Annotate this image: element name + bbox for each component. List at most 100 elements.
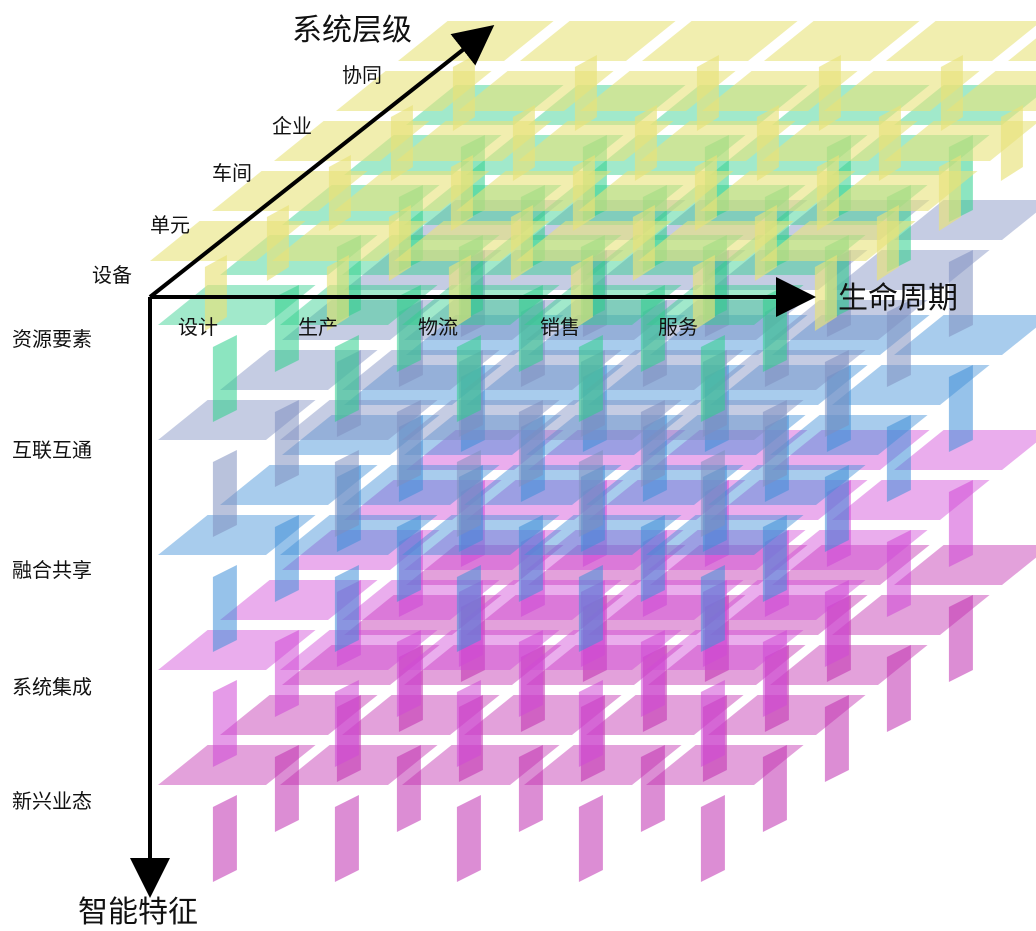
system-level-label-unit: 单元 [150, 213, 190, 237]
lifecycle-label-service: 服务 [658, 315, 698, 339]
feature-slab [708, 580, 866, 620]
feature-slab [402, 745, 560, 785]
lifecycle-label-production: 生产 [298, 315, 338, 339]
feature-fin [762, 515, 787, 602]
feature-fin [700, 450, 725, 537]
system-level-slab [886, 21, 1036, 61]
system-level-fin [814, 255, 837, 331]
feature-fin [274, 745, 299, 832]
system-level-slab [396, 121, 552, 161]
feature-fin [762, 630, 787, 717]
feature-slab [158, 515, 316, 555]
feature-fin [886, 415, 911, 502]
feature-fin [456, 795, 481, 882]
feature-fin [948, 365, 973, 452]
feature-slab [158, 400, 316, 440]
system-level-fin [570, 255, 593, 331]
feature-fin [212, 450, 237, 537]
feature-fin [212, 680, 237, 767]
feature-slab [708, 695, 866, 735]
system-level-slab [760, 221, 916, 261]
feature-slab [402, 630, 560, 670]
feature-fin [518, 515, 543, 602]
feature-slab [280, 400, 438, 440]
feature-fin [334, 795, 359, 882]
feature-fin [640, 630, 665, 717]
system-level-label-collaboration: 协同 [342, 63, 382, 87]
feature-label-interconnect: 互联互通 [12, 438, 92, 462]
feature-fin [396, 400, 421, 487]
feature-slab [894, 200, 1036, 240]
feature-slab [646, 630, 804, 670]
feature-fin [824, 580, 849, 667]
system-level-slab [518, 121, 674, 161]
feature-fin [456, 680, 481, 767]
feature-slab [832, 480, 990, 520]
system-level-slab [516, 221, 672, 261]
system-level-slab [458, 71, 614, 111]
system-level-slab [642, 21, 798, 61]
feature-slab [402, 515, 560, 555]
feature-fin [886, 300, 911, 387]
feature-fin [274, 515, 299, 602]
feature-slab [894, 430, 1036, 470]
feature-slab [402, 400, 560, 440]
feature-fin [334, 335, 359, 422]
feature-fin [640, 745, 665, 832]
system-level-slab [884, 121, 1036, 161]
system-level-slab [334, 171, 490, 211]
feature-slab [832, 595, 990, 635]
feature-fin [456, 565, 481, 652]
feature-fin [212, 795, 237, 882]
feature-fin [948, 480, 973, 567]
feature-fin [396, 745, 421, 832]
system-level-fin [692, 255, 715, 331]
feature-fin [700, 680, 725, 767]
feature-fin [762, 745, 787, 832]
system-level-slab [150, 221, 306, 261]
feature-fin [274, 400, 299, 487]
feature-fin [640, 285, 665, 372]
system-level-slab [638, 221, 794, 261]
system-level-fin [448, 255, 471, 331]
feature-fin [824, 695, 849, 782]
feature-fin [456, 450, 481, 537]
feature-slab [280, 745, 438, 785]
lifecycle-label-design: 设计 [178, 315, 218, 339]
cube-blocks [150, 21, 1036, 882]
feature-fin [212, 565, 237, 652]
feature-fin [396, 515, 421, 602]
feature-slab [708, 465, 866, 505]
feature-fin [396, 630, 421, 717]
feature-fin [274, 285, 299, 372]
feature-slab [524, 630, 682, 670]
feature-fin [948, 250, 973, 337]
feature-fin [578, 795, 603, 882]
feature-fin [334, 450, 359, 537]
feature-fin [886, 530, 911, 617]
system-level-slab [700, 171, 856, 211]
feature-fin [578, 680, 603, 767]
feature-fin [212, 335, 237, 422]
system-level-label-device: 设备 [92, 263, 132, 287]
feature-slab [832, 250, 990, 290]
system-level-slab [578, 171, 734, 211]
system-level-slab [1008, 38, 1036, 61]
feature-fin [700, 565, 725, 652]
system-level-slab [824, 71, 980, 111]
feature-slab [894, 545, 1036, 585]
feature-fin [640, 400, 665, 487]
system-level-slab [764, 21, 920, 61]
feature-slab [832, 365, 990, 405]
feature-label-integration: 系统集成 [12, 675, 92, 699]
feature-slab [894, 315, 1036, 355]
system-level-slab [580, 71, 736, 111]
system-level-fin [326, 255, 349, 331]
feature-fin [578, 565, 603, 652]
feature-slab [770, 415, 928, 455]
feature-label-new-business: 新兴业态 [12, 789, 92, 813]
system-level-slab [272, 221, 428, 261]
feature-slab [770, 645, 928, 685]
system-level-slab [212, 171, 368, 211]
